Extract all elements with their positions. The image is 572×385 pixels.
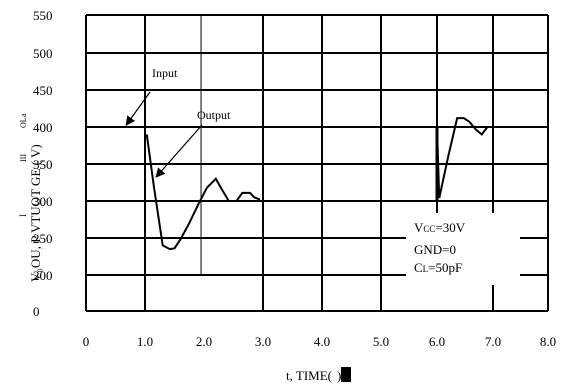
x-tick-label-7: 7.0: [485, 334, 501, 349]
x-tick-labels: 0 1.0 2.0 3.0 4.0 5.0 6.0 7.0 8.0: [83, 334, 556, 349]
y-axis-label-fragment-4: I: [18, 214, 28, 217]
y-tick-label-0: 0: [33, 304, 40, 319]
output-series-line-2: [436, 117, 493, 201]
annotation-input-arrow: [125, 91, 151, 126]
x-tick-label-6: 6.0: [429, 334, 445, 349]
x-tick-label-4: 4.0: [314, 334, 330, 349]
conditions-box: [406, 213, 520, 285]
y-tick-label-2: 250: [33, 231, 53, 246]
x-tick-label-5: 5.0: [373, 334, 389, 349]
x-tick-label-1: 1.0: [137, 334, 153, 349]
output-series-line: [145, 134, 261, 251]
y-axis-label-fragment-3: a: [19, 113, 28, 117]
y-tick-label-1: 200: [33, 268, 53, 283]
x-axis-unit-mark: [341, 367, 351, 382]
x-tick-label-8: 8.0: [540, 334, 556, 349]
x-axis-label: t, TIME(s): [286, 368, 341, 383]
y-tick-label-5: 400: [33, 120, 53, 135]
y-axis-label: V₀OU, P VTUOT GE ( V): [28, 144, 43, 282]
annotation-output-label: Output: [197, 108, 231, 122]
y-axis-label-fragment-1: III: [19, 154, 28, 162]
y-tick-label-3: 300: [33, 194, 53, 209]
cl-label: CL=50pF: [414, 260, 462, 275]
y-tick-labels: 0 200 250 300 350 400 450 500 550: [33, 8, 53, 319]
annotation-output-arrow: [155, 124, 203, 178]
gnd-label: GND=0: [414, 242, 456, 257]
x-axis-unit: s: [332, 368, 337, 383]
x-tick-label-3: 3.0: [255, 334, 271, 349]
y-tick-label-6: 450: [33, 83, 53, 98]
series-group: [144, 117, 493, 251]
x-tick-label-0: 0: [83, 334, 90, 349]
y-tick-label-4: 350: [33, 157, 53, 172]
annotations: Input Output: [125, 66, 231, 178]
annotation-input-label: Input: [152, 66, 178, 80]
y-tick-label-8: 550: [33, 8, 53, 23]
y-tick-label-7: 500: [33, 46, 53, 61]
y-axis-label-fragment-2: OL: [19, 117, 28, 128]
vcc-label: VCC=30V: [414, 220, 466, 235]
x-tick-label-2: 2.0: [196, 334, 212, 349]
